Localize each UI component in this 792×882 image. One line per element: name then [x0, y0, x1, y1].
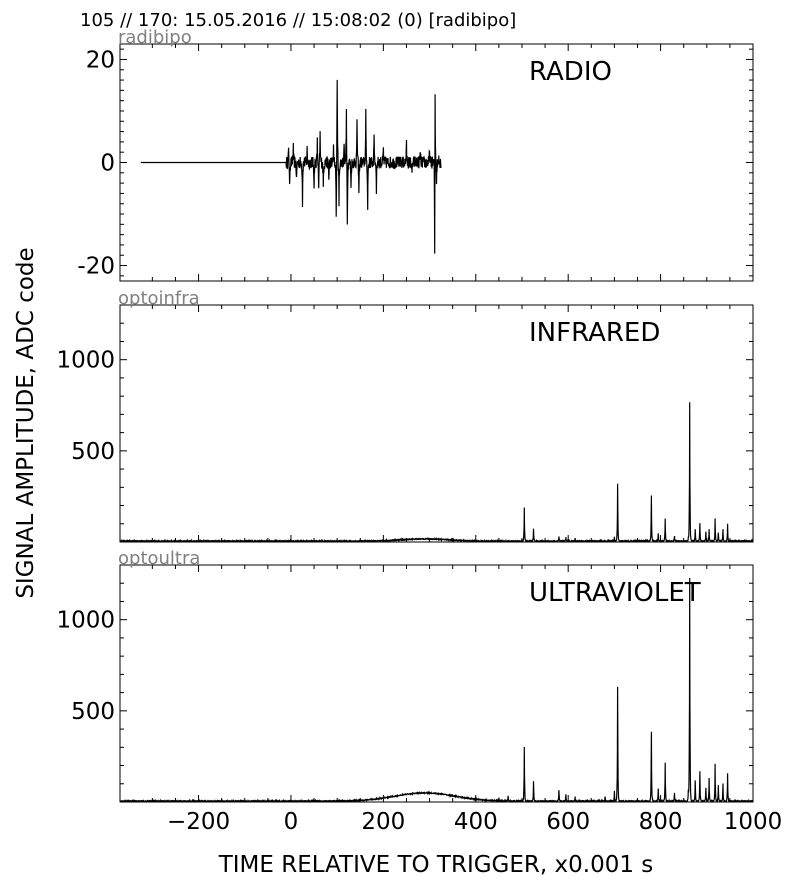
- x-tick-label: 800: [639, 809, 683, 835]
- x-tick-label: 1000: [724, 809, 783, 835]
- x-tick-label: 600: [546, 809, 590, 835]
- y-tick-label: -20: [77, 254, 115, 280]
- panel-optoinfra: 500 1000 optoinfra INFRARED: [56, 288, 754, 543]
- y-tick-label: 1000: [56, 608, 115, 634]
- y-tick-label: 500: [71, 439, 115, 465]
- y-axis-label: SIGNAL AMPLITUDE, ADC code: [13, 247, 39, 598]
- plot-frame-optoinfra: [119, 304, 754, 543]
- channel-label: radibipo: [118, 27, 192, 48]
- x-tick-label: 0: [284, 809, 299, 835]
- y-tick-label: 0: [100, 151, 115, 177]
- channel-label: optoinfra: [118, 288, 200, 309]
- y-tick-label: 20: [86, 47, 115, 73]
- plot-frame-optoultra: [119, 564, 754, 803]
- panel-title: INFRARED: [529, 318, 660, 348]
- series-line-optoinfra: [120, 402, 753, 542]
- x-tick-label: 400: [454, 809, 498, 835]
- channel-label: optoultra: [118, 548, 200, 569]
- x-tick-label: 200: [361, 809, 405, 835]
- panel-title: RADIO: [529, 57, 612, 87]
- y-tick-label: 500: [71, 699, 115, 725]
- panel-optoultra: −200 0 200 400 600 800 1000 500 1000 optoultra ULT…: [56, 548, 782, 835]
- x-tick-label: −200: [167, 809, 230, 835]
- figure-header: 105 // 170: 15.05.2016 // 15:08:02 (0) […: [80, 10, 516, 31]
- panel-title: ULTRAVIOLET: [529, 578, 701, 608]
- series-line-radibipo: [140, 79, 442, 254]
- x-axis-label: TIME RELATIVE TO TRIGGER, x0.001 s: [218, 852, 654, 878]
- series-line-optoultra: [120, 577, 753, 802]
- y-tick-label: 1000: [56, 348, 115, 374]
